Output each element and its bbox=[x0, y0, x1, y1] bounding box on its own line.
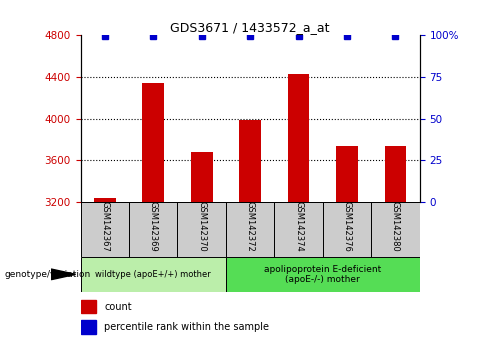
Bar bbox=[142, 83, 164, 202]
Bar bbox=[226, 257, 420, 292]
Bar bbox=[226, 202, 274, 257]
Bar bbox=[371, 202, 420, 257]
Bar bbox=[385, 145, 407, 202]
Text: percentile rank within the sample: percentile rank within the sample bbox=[104, 322, 269, 332]
Bar bbox=[81, 300, 96, 313]
Bar bbox=[191, 152, 213, 202]
Bar bbox=[94, 198, 116, 202]
Bar bbox=[323, 202, 371, 257]
Text: GSM142370: GSM142370 bbox=[197, 201, 206, 252]
Title: GDS3671 / 1433572_a_at: GDS3671 / 1433572_a_at bbox=[170, 21, 330, 34]
Polygon shape bbox=[51, 269, 76, 280]
Text: GSM142374: GSM142374 bbox=[294, 201, 303, 252]
Bar bbox=[336, 145, 358, 202]
Text: GSM142380: GSM142380 bbox=[391, 201, 400, 252]
Text: genotype/variation: genotype/variation bbox=[5, 270, 91, 279]
Text: wildtype (apoE+/+) mother: wildtype (apoE+/+) mother bbox=[95, 270, 211, 279]
Bar bbox=[178, 202, 226, 257]
Text: GSM142372: GSM142372 bbox=[245, 201, 255, 252]
Bar bbox=[274, 202, 323, 257]
Bar bbox=[239, 120, 261, 202]
Text: GSM142376: GSM142376 bbox=[343, 201, 351, 252]
Text: GSM142367: GSM142367 bbox=[100, 201, 109, 252]
Text: apolipoprotein E-deficient
(apoE-/-) mother: apolipoprotein E-deficient (apoE-/-) mot… bbox=[264, 265, 382, 284]
Bar bbox=[81, 320, 96, 334]
Bar bbox=[81, 257, 226, 292]
Bar bbox=[287, 74, 309, 202]
Text: GSM142369: GSM142369 bbox=[149, 201, 158, 252]
Bar bbox=[129, 202, 178, 257]
Bar bbox=[81, 202, 129, 257]
Text: count: count bbox=[104, 302, 132, 312]
